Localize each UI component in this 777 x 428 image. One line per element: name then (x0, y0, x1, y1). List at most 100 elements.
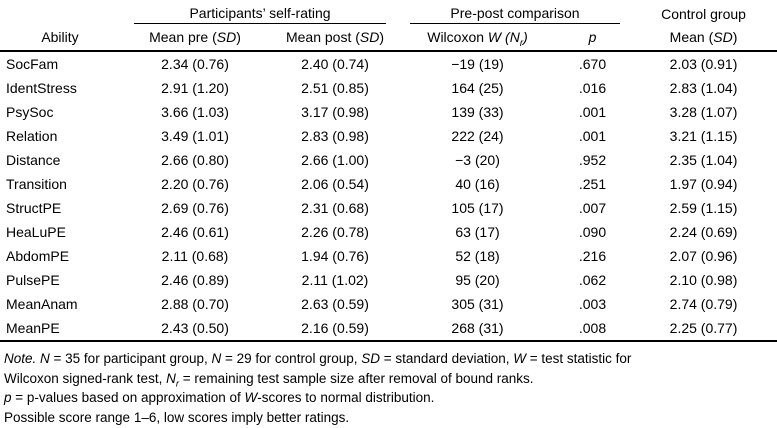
header-control-mean: Mean (SD) (630, 24, 777, 52)
header-mean-pre: Mean pre (SD) (120, 24, 270, 52)
table-row: Relation 3.49 (1.01) 2.83 (0.98) 222 (24… (0, 124, 777, 148)
ability-cell: PulsePE (6, 272, 60, 288)
mean-post-cell: 2.31 (0.68) (301, 200, 369, 216)
header-mean-post: Mean post (SD) (270, 24, 400, 52)
table-body: SocFam 2.34 (0.76) 2.40 (0.74) −19 (19) … (0, 51, 777, 342)
table-row: StructPE 2.69 (0.76) 2.31 (0.68) 105 (17… (0, 196, 777, 220)
column-header-row: Ability Mean pre (SD) Mean post (SD) Wil… (0, 24, 777, 52)
p-value-cell: .062 (578, 272, 607, 288)
mean-pre-cell: 2.46 (0.89) (161, 272, 229, 288)
mean-post-cell: 3.17 (0.98) (301, 104, 369, 120)
control-mean-cell: 2.03 (0.91) (669, 56, 738, 72)
table-row: IdentStress 2.91 (1.20) 2.51 (0.85) 164 … (0, 76, 777, 100)
table-row: HeaLuPE 2.46 (0.61) 2.26 (0.78) 63 (17) … (0, 220, 777, 244)
control-mean-cell: 3.28 (1.07) (669, 104, 738, 120)
note-line-4: Possible score range 1–6, low scores imp… (4, 409, 350, 425)
results-table: Participants’ self-rating Pre-post compa… (0, 2, 777, 342)
spanner-control-group-cell: Control group (630, 2, 777, 24)
control-mean-cell: 2.35 (1.04) (669, 152, 738, 168)
header-ability: Ability (0, 24, 120, 52)
ability-cell: SocFam (6, 56, 59, 72)
mean-post-cell: 2.63 (0.59) (301, 296, 369, 312)
ability-cell: HeaLuPE (6, 224, 66, 240)
wilcoxon-w-cell: 268 (31) (400, 316, 555, 342)
note-line-2: Wilcoxon signed-rank test, Nr = remainin… (4, 370, 534, 390)
control-mean-cell: 2.83 (1.04) (669, 80, 738, 96)
ability-cell: StructPE (6, 200, 62, 216)
wilcoxon-w-cell: 222 (24) (451, 128, 504, 144)
note-line-3: p = p-values based on approximation of W… (4, 390, 435, 405)
ability-cell: PsySoc (6, 104, 54, 120)
mean-pre-cell: 2.20 (0.76) (161, 176, 229, 192)
control-mean-cell: 2.10 (0.98) (669, 272, 738, 288)
spanner-control-group-label: Control group (661, 6, 746, 22)
p-value-cell: .001 (578, 128, 607, 144)
mean-pre-cell: 2.88 (0.70) (161, 296, 229, 312)
mean-pre-cell: 3.49 (1.01) (161, 128, 229, 144)
mean-post-cell: 2.40 (0.74) (301, 56, 369, 72)
mean-post-cell: 1.94 (0.76) (301, 248, 369, 264)
control-mean-cell: 2.74 (0.79) (669, 296, 738, 312)
ability-cell: Transition (6, 176, 67, 192)
mean-post-cell: 2.26 (0.78) (301, 224, 369, 240)
mean-pre-cell: 2.46 (0.61) (161, 224, 229, 240)
mean-post-cell: 2.66 (1.00) (301, 152, 369, 168)
table-row: PsySoc 3.66 (1.03) 3.17 (0.98) 139 (33) … (0, 100, 777, 124)
mean-pre-cell: 2.91 (1.20) (161, 80, 229, 96)
wilcoxon-w-cell: 139 (33) (451, 104, 504, 120)
wilcoxon-w-cell: 40 (16) (455, 176, 500, 192)
spanner-pre-post-cell: Pre-post comparison (400, 2, 630, 24)
p-value-cell: .670 (578, 56, 607, 72)
wilcoxon-w-cell: −19 (19) (451, 56, 504, 72)
ability-cell: MeanPE (0, 316, 120, 342)
mean-pre-cell: 3.66 (1.03) (161, 104, 229, 120)
p-value-cell: .952 (578, 152, 607, 168)
control-mean-cell: 2.59 (1.15) (669, 200, 738, 216)
control-mean-cell: 3.21 (1.15) (669, 128, 738, 144)
mean-pre-cell: 2.34 (0.76) (161, 56, 229, 72)
mean-post-cell: 2.83 (0.98) (301, 128, 369, 144)
wilcoxon-w-cell: 52 (18) (455, 248, 500, 264)
mean-pre-cell: 2.43 (0.50) (120, 316, 270, 342)
table-row: SocFam 2.34 (0.76) 2.40 (0.74) −19 (19) … (0, 51, 777, 76)
mean-post-cell: 2.06 (0.54) (301, 176, 369, 192)
spanner-empty-cell (0, 2, 120, 24)
p-value-cell: .016 (578, 80, 607, 96)
wilcoxon-w-cell: 164 (25) (451, 80, 504, 96)
ability-cell: MeanAnam (6, 296, 78, 312)
p-value-cell: .008 (555, 316, 631, 342)
table-row: PulsePE 2.46 (0.89) 2.11 (1.02) 95 (20) … (0, 268, 777, 292)
mean-post-cell: 2.51 (0.85) (301, 80, 369, 96)
table-row: MeanPE 2.43 (0.50) 2.16 (0.59) 268 (31) … (0, 316, 777, 342)
spanner-self-rating-label: Participants’ self-rating (134, 5, 386, 24)
table-note: Note. N = 35 for participant group, N = … (0, 342, 777, 427)
control-mean-cell: 1.97 (0.94) (669, 176, 738, 192)
mean-pre-cell: 2.69 (0.76) (161, 200, 229, 216)
wilcoxon-w-cell: 63 (17) (455, 224, 500, 240)
header-wilcoxon-w: Wilcoxon W (Nr) (400, 24, 555, 52)
spanner-self-rating-cell: Participants’ self-rating (120, 2, 400, 24)
p-value-cell: .216 (578, 248, 607, 264)
table-row: MeanAnam 2.88 (0.70) 2.63 (0.59) 305 (31… (0, 292, 777, 316)
control-mean-cell: 2.24 (0.69) (669, 224, 738, 240)
mean-pre-cell: 2.66 (0.80) (161, 152, 229, 168)
control-mean-cell: 2.25 (0.77) (630, 316, 777, 342)
ability-cell: Distance (6, 152, 61, 168)
table-header: Participants’ self-rating Pre-post compa… (0, 2, 777, 52)
p-value-cell: .003 (578, 296, 607, 312)
p-value-cell: .001 (578, 104, 607, 120)
spanner-pre-post-label: Pre-post comparison (410, 5, 621, 24)
wilcoxon-w-cell: 95 (20) (455, 272, 500, 288)
mean-post-cell: 2.11 (1.02) (301, 272, 369, 288)
ability-cell: IdentStress (6, 80, 77, 96)
p-value-cell: .090 (578, 224, 607, 240)
table-row: Transition 2.20 (0.76) 2.06 (0.54) 40 (1… (0, 172, 777, 196)
mean-post-cell: 2.16 (0.59) (270, 316, 400, 342)
note-line-1: Note. N = 35 for participant group, N = … (4, 351, 632, 366)
control-mean-cell: 2.07 (0.96) (669, 248, 738, 264)
table-row: Distance 2.66 (0.80) 2.66 (1.00) −3 (20)… (0, 148, 777, 172)
table-row: AbdomPE 2.11 (0.68) 1.94 (0.76) 52 (18) … (0, 244, 777, 268)
mean-pre-cell: 2.11 (0.68) (161, 248, 229, 264)
ability-cell: Relation (6, 128, 58, 144)
spanner-row: Participants’ self-rating Pre-post compa… (0, 2, 777, 24)
